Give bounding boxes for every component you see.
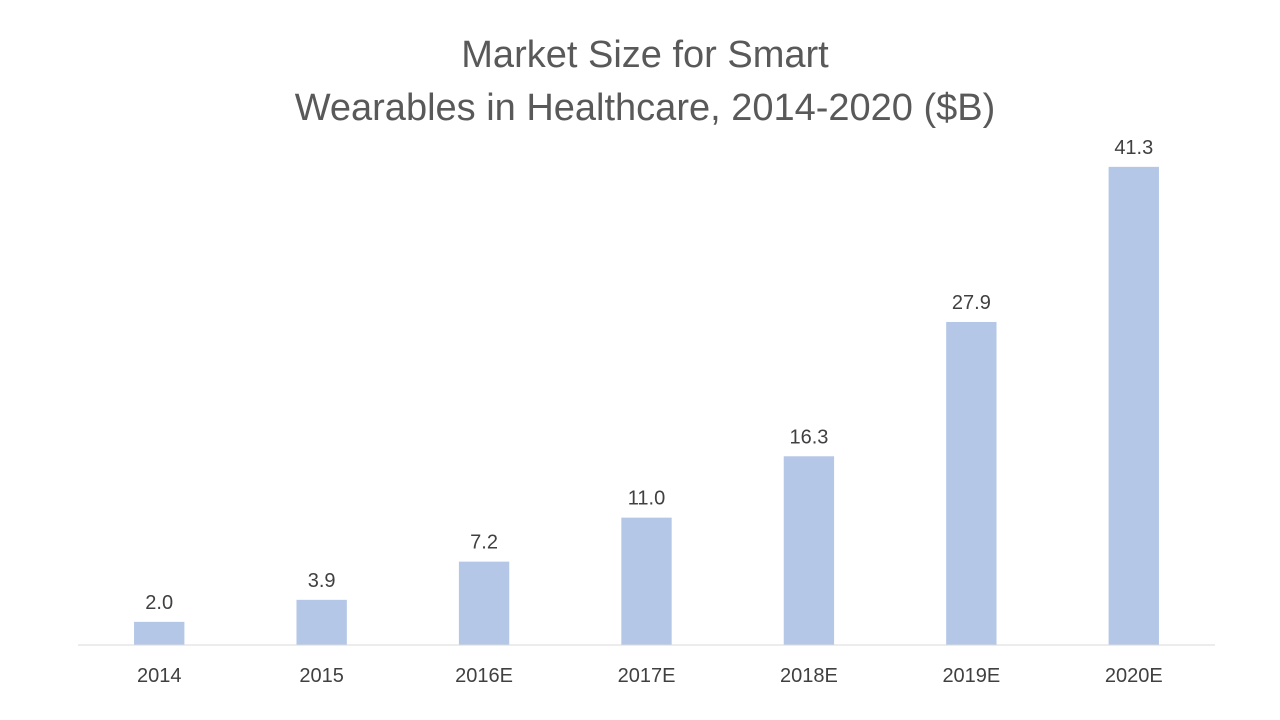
data-label-2015: 3.9: [308, 570, 336, 592]
bar-2015: [296, 599, 347, 645]
data-label-2017E: 11.0: [628, 488, 665, 510]
x-tick-label-2016E: 2016E: [455, 665, 513, 687]
bars: [134, 166, 1159, 645]
x-tick-label-2018E: 2018E: [780, 665, 838, 687]
chart-title: Market Size for Smart Wearables in Healt…: [295, 34, 996, 129]
data-label-2016E: 7.2: [470, 532, 498, 554]
data-label-2019E: 27.9: [952, 292, 991, 314]
data-label-2020E: 41.3: [1114, 137, 1153, 159]
chart-title-line-1: Market Size for Smart: [461, 34, 829, 76]
bar-2018E: [783, 456, 835, 645]
data-label-2014: 2.0: [145, 592, 173, 614]
x-tick-label-2020E: 2020E: [1105, 665, 1163, 687]
data-labels: 2.0 3.9 7.2 11.0 16.3 27.9 41.3: [145, 137, 1153, 614]
bar-2017E: [621, 517, 672, 645]
x-tick-label-2014: 2014: [137, 665, 182, 687]
bar-2019E: [946, 321, 997, 645]
bar-2014: [134, 621, 185, 645]
x-tick-label-2019E: 2019E: [942, 665, 1000, 687]
data-label-2018E: 16.3: [789, 426, 828, 448]
x-axis-tick-labels: 2014 2015 2016E 2017E 2018E 2019E 2020E: [137, 665, 1163, 687]
x-tick-label-2015: 2015: [299, 665, 344, 687]
chart-title-line-2: Wearables in Healthcare, 2014-2020 ($B): [295, 87, 996, 129]
bar-2016E: [458, 561, 510, 645]
x-tick-label-2017E: 2017E: [618, 665, 676, 687]
bar-2020E: [1108, 166, 1159, 645]
